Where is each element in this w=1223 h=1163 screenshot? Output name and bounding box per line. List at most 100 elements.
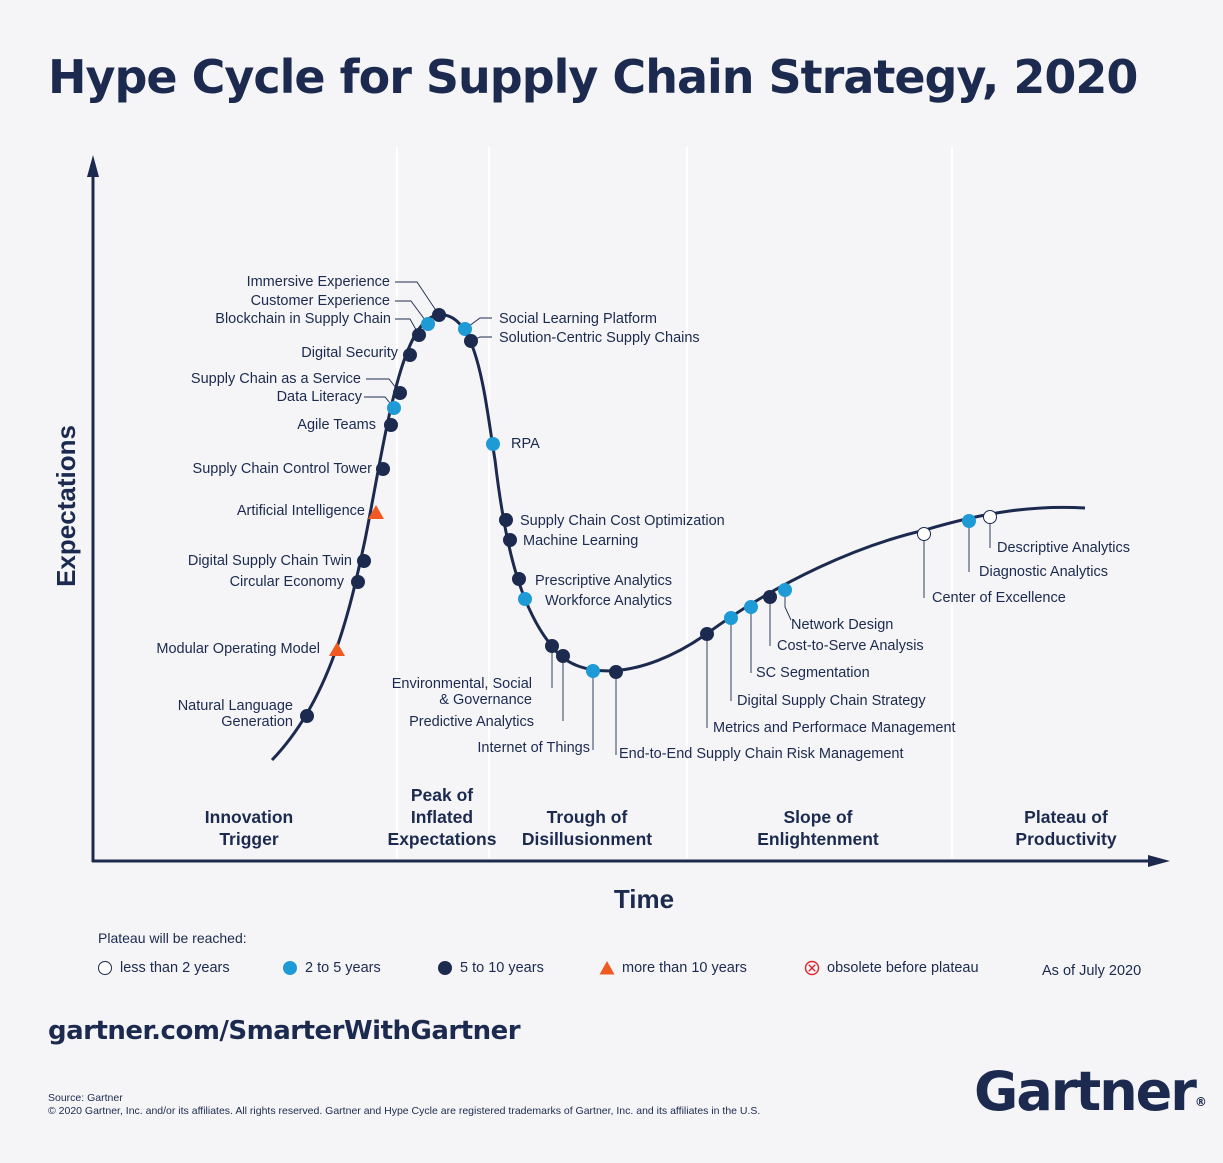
label-line: Workforce Analytics xyxy=(545,593,672,609)
copyright-line: © 2020 Gartner, Inc. and/or its affiliat… xyxy=(48,1105,761,1117)
label-line: Natural Language xyxy=(178,698,293,714)
light-blue-circle-icon xyxy=(283,961,297,975)
marker-workforce-analytics xyxy=(518,592,532,606)
axes xyxy=(87,155,1170,867)
marker-modular-operating-model xyxy=(329,642,345,656)
label-data-literacy: Data Literacy xyxy=(277,389,363,405)
y-axis-label: Expectations xyxy=(51,425,81,587)
marker-machine-learning xyxy=(503,533,517,547)
label-digital-supply-chain-strategy: Digital Supply Chain Strategy xyxy=(737,693,926,709)
label-natural-language-generation: Natural Language Generation xyxy=(178,698,293,730)
y-axis-arrow xyxy=(87,155,99,177)
phase-peak-of-inflated-expectations: Peak of Inflated Expectations xyxy=(388,785,497,849)
label-line: Digital Supply Chain Twin xyxy=(188,553,352,569)
phase-separators xyxy=(396,147,953,858)
marker-supply-chain-control-tower xyxy=(376,462,390,476)
label-line: Generation xyxy=(221,714,293,730)
phase-innovation-trigger: Innovation Trigger xyxy=(205,807,293,849)
x-axis-label: Time xyxy=(614,884,674,914)
page-title: Hype Cycle for Supply Chain Strategy, 20… xyxy=(48,50,1138,104)
label-prescriptive-analytics: Prescriptive Analytics xyxy=(535,573,672,589)
label-supply-chain-cost-optimization: Supply Chain Cost Optimization xyxy=(520,513,725,529)
marker-immersive-experience xyxy=(432,308,446,322)
marker-internet-of-things xyxy=(586,664,600,678)
label-customer-experience: Customer Experience xyxy=(251,293,390,309)
label-modular-operating-model: Modular Operating Model xyxy=(156,641,320,657)
legend-item-less-than-2-years: less than 2 years xyxy=(97,960,230,976)
legend-label: 2 to 5 years xyxy=(305,960,381,976)
phase-plateau-of-productivity: Plateau of Productivity xyxy=(1015,807,1116,849)
marker-circular-economy xyxy=(351,575,365,589)
label-line: Supply Chain Cost Optimization xyxy=(520,513,725,529)
label-line: Social Learning Platform xyxy=(499,311,657,327)
marker-rpa xyxy=(486,437,500,451)
x-axis-arrow xyxy=(1148,855,1170,867)
gartner-link[interactable]: gartner.com/SmarterWithGartner xyxy=(48,1016,521,1046)
phase-line: Innovation xyxy=(205,807,293,827)
marker-metrics-and-performace-management xyxy=(700,627,714,641)
label-machine-learning: Machine Learning xyxy=(523,533,638,549)
label-agile-teams: Agile Teams xyxy=(297,417,376,433)
marker-predictive-analytics xyxy=(556,649,570,663)
label-blockchain-in-supply-chain: Blockchain in Supply Chain xyxy=(215,311,391,327)
legend-item-2-to-5-years: 2 to 5 years xyxy=(282,960,381,976)
marker-digital-supply-chain-twin xyxy=(357,554,371,568)
phase-labels: Innovation Trigger Peak of Inflated Expectat… xyxy=(205,785,1117,849)
marker-descriptive-analytics xyxy=(983,510,997,524)
legend-label: 5 to 10 years xyxy=(460,960,544,976)
label-artificial-intelligence: Artificial Intelligence xyxy=(237,503,365,519)
obsolete-x-circle-icon xyxy=(804,960,820,976)
label-line: Cost-to-Serve Analysis xyxy=(777,638,924,654)
marker-cost-to-serve-analysis xyxy=(763,590,777,604)
marker-natural-language-generation xyxy=(300,709,314,723)
label-line: Center of Excellence xyxy=(932,590,1066,606)
label-workforce-analytics: Workforce Analytics xyxy=(545,593,672,609)
phase-line: Peak of xyxy=(411,785,473,805)
navy-circle-icon xyxy=(438,961,452,975)
legend-label: more than 10 years xyxy=(622,960,747,976)
label-cost-to-serve-analysis: Cost-to-Serve Analysis xyxy=(777,638,924,654)
label-supply-chain-as-a-service: Supply Chain as a Service xyxy=(191,371,361,387)
legend-label: obsolete before plateau xyxy=(827,960,979,976)
label-line: Blockchain in Supply Chain xyxy=(215,311,391,327)
marker-diagnostic-analytics xyxy=(962,514,976,528)
label-solution-centric-supply-chains: Solution-Centric Supply Chains xyxy=(499,330,700,346)
marker-environmental-social-governance xyxy=(545,639,559,653)
label-line: Metrics and Performace Management xyxy=(713,720,956,736)
marker-prescriptive-analytics xyxy=(512,572,526,586)
phase-line: Disillusionment xyxy=(522,829,652,849)
leader-line-customer-experience xyxy=(395,300,429,325)
label-line: Artificial Intelligence xyxy=(237,503,365,519)
label-line: Data Literacy xyxy=(277,389,363,405)
label-descriptive-analytics: Descriptive Analytics xyxy=(997,540,1130,556)
label-line: Circular Economy xyxy=(230,574,345,590)
label-environmental-social-governance: Environmental, Social & Governance xyxy=(392,676,532,708)
label-line: Solution-Centric Supply Chains xyxy=(499,330,700,346)
hype-curve xyxy=(270,313,1086,762)
label-predictive-analytics: Predictive Analytics xyxy=(409,714,534,730)
label-rpa: RPA xyxy=(511,436,540,452)
source-line: Source: Gartner xyxy=(48,1092,123,1104)
marker-end-to-end-supply-chain-risk-management xyxy=(609,665,623,679)
phase-line: Plateau of xyxy=(1024,807,1108,827)
marker-network-design xyxy=(778,583,792,597)
legend-label: less than 2 years xyxy=(120,960,230,976)
orange-triangle-icon xyxy=(599,961,615,975)
technology-labels: Natural Language Generation Modular Operat… xyxy=(156,274,1130,762)
phase-line: Trough of xyxy=(547,807,628,827)
label-end-to-end-supply-chain-risk-management: End-to-End Supply Chain Risk Management xyxy=(619,746,904,762)
phase-line: Slope of xyxy=(783,807,852,827)
label-network-design: Network Design xyxy=(791,617,893,633)
label-social-learning-platform: Social Learning Platform xyxy=(499,311,657,327)
marker-solution-centric-supply-chains xyxy=(464,334,478,348)
marker-center-of-excellence xyxy=(917,527,931,541)
label-line: Internet of Things xyxy=(477,740,590,756)
phase-trough-of-disillusionment: Trough of Disillusionment xyxy=(522,807,652,849)
gartner-logo: Gartner® xyxy=(974,1060,1207,1123)
marker-sc-segmentation xyxy=(744,600,758,614)
label-line: End-to-End Supply Chain Risk Management xyxy=(619,746,904,762)
label-diagnostic-analytics: Diagnostic Analytics xyxy=(979,564,1108,580)
label-metrics-and-performace-management: Metrics and Performace Management xyxy=(713,720,956,736)
label-line: Digital Security xyxy=(301,345,398,361)
phase-line: Trigger xyxy=(219,829,279,849)
